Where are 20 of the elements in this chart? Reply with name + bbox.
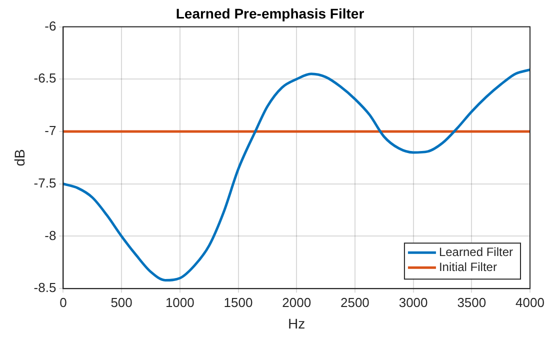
legend-label: Initial Filter (438, 260, 497, 274)
x-tick-label: 3500 (457, 294, 486, 310)
y-tick-label: -8.5 (34, 280, 56, 296)
x-tick-label: 4000 (516, 294, 544, 310)
x-tick-label: 1500 (224, 294, 253, 310)
y-tick-label: -7 (44, 123, 56, 138)
x-tick-label: 2500 (340, 294, 370, 310)
legend-label: Learned Filter (438, 244, 514, 259)
y-tick-label: -7.5 (34, 175, 56, 190)
x-axis-title: Hz (288, 315, 306, 332)
x-tick-label: 2000 (282, 294, 312, 310)
y-tick-label: -6 (44, 18, 56, 34)
x-tick-label: 1000 (165, 294, 194, 310)
chart-title: Learned Pre-emphasis Filter (176, 5, 365, 22)
x-tick-label: 3000 (398, 294, 428, 310)
x-tick-label: 0 (60, 294, 67, 310)
y-axis-title: dB (11, 149, 28, 166)
y-tick-label: -8 (44, 228, 56, 243)
y-tick-label: -6.5 (34, 70, 56, 86)
x-tick-label: 500 (110, 294, 132, 310)
